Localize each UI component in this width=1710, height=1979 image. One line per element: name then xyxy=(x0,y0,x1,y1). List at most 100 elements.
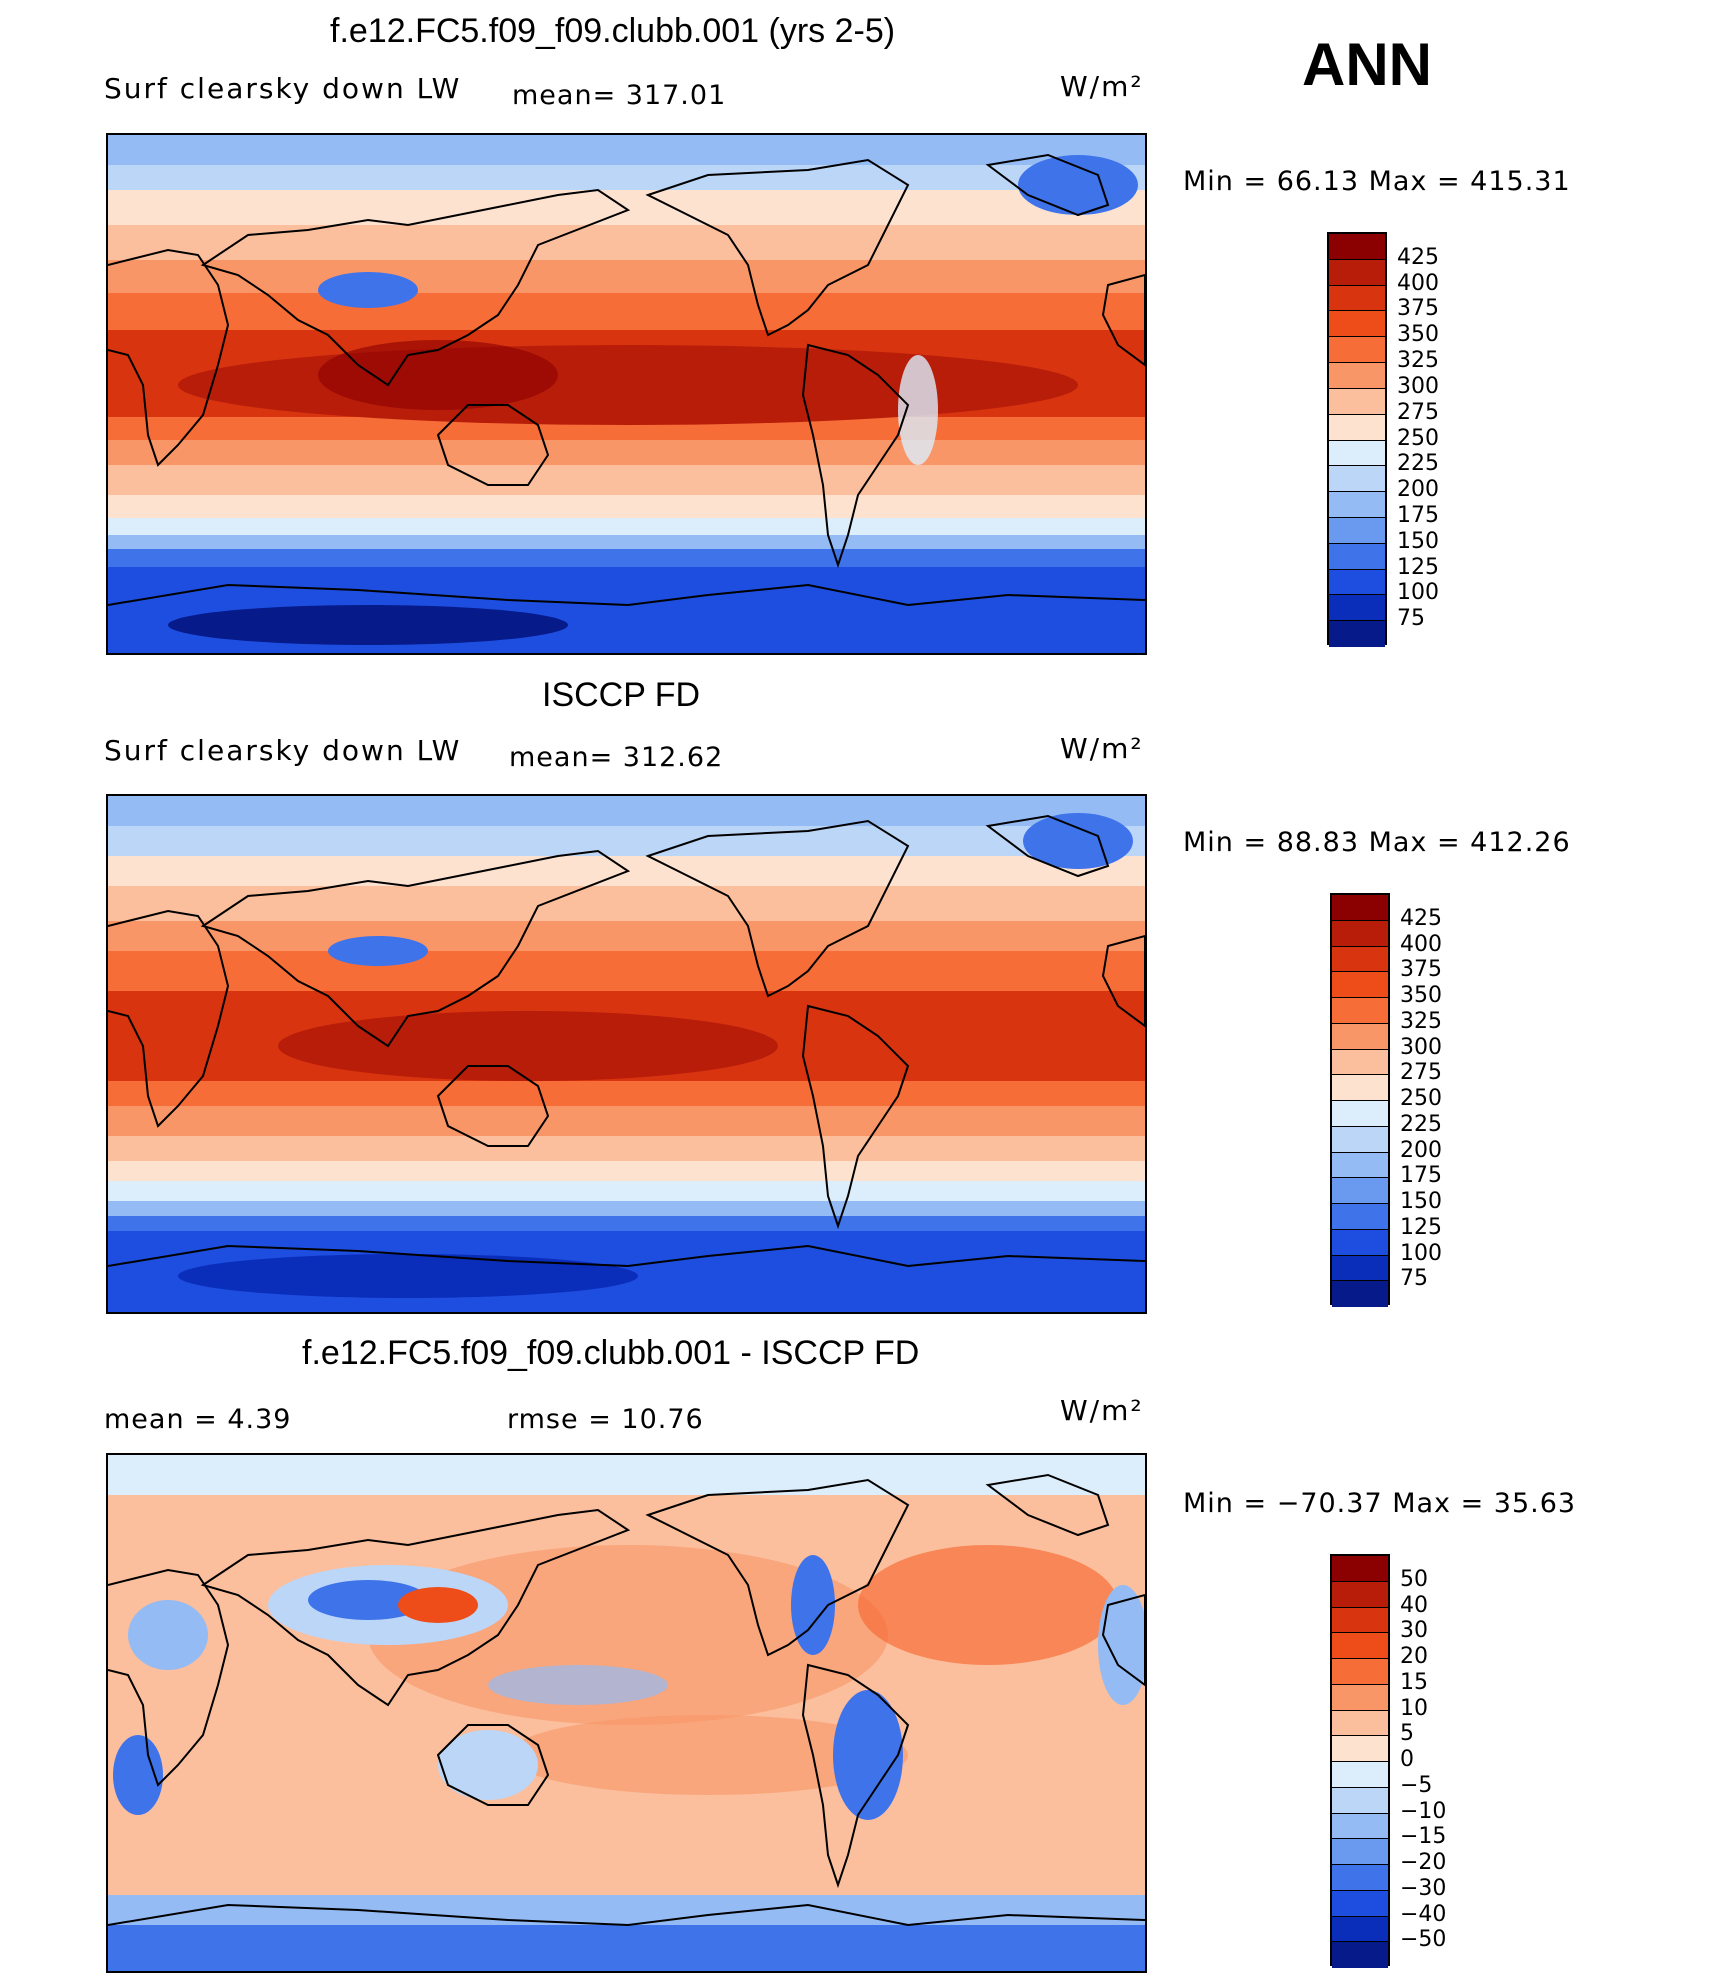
panel-1-map xyxy=(106,133,1147,655)
colorbar-swatch xyxy=(1329,414,1385,441)
colorbar-swatch xyxy=(1332,1736,1388,1762)
colorbar-tick-label: 300 xyxy=(1400,1034,1442,1060)
colorbar-swatch xyxy=(1332,1204,1388,1230)
colorbar-swatch xyxy=(1332,1101,1388,1127)
colorbar-swatch xyxy=(1332,895,1388,921)
colorbar-tick-label: 350 xyxy=(1400,983,1442,1008)
colorbar-swatch xyxy=(1332,1075,1388,1101)
panel-3-mean: mean = 4.39 xyxy=(104,1404,292,1435)
colorbar-swatch xyxy=(1332,1762,1388,1788)
colorbar-tick-label: 15 xyxy=(1400,1669,1428,1695)
colorbar-swatch xyxy=(1329,259,1385,286)
colorbar-tick-label: −15 xyxy=(1400,1824,1447,1850)
panel-3-rmse: rmse = 10.76 xyxy=(507,1404,704,1435)
colorbar-tick-label: 100 xyxy=(1397,580,1439,606)
panel-3-title: f.e12.FC5.f09_f09.clubb.001 - ISCCP FD xyxy=(302,1334,920,1372)
colorbar-tick-label: 325 xyxy=(1400,1008,1442,1034)
colorbar-swatch xyxy=(1332,1556,1388,1582)
colorbar-tick-label: −10 xyxy=(1400,1798,1447,1824)
colorbar-tick-label: 425 xyxy=(1400,905,1442,931)
colorbar-swatch xyxy=(1329,492,1385,518)
colorbar-swatch xyxy=(1329,363,1385,389)
colorbar-swatch xyxy=(1332,1152,1388,1179)
panel-1-units: W/m² xyxy=(1060,70,1144,103)
panel-3-units: W/m² xyxy=(1060,1394,1144,1427)
colorbar-tick-label: 0 xyxy=(1400,1747,1414,1772)
panel-1-title: f.e12.FC5.f09_f09.clubb.001 (yrs 2-5) xyxy=(330,12,896,50)
panel-2-units: W/m² xyxy=(1060,732,1144,765)
panel-2-mean: mean= 312.62 xyxy=(509,742,724,773)
colorbar-tick-label: 125 xyxy=(1397,554,1439,580)
colorbar-tick-label: 100 xyxy=(1400,1240,1442,1266)
colorbar-swatch xyxy=(1332,1659,1388,1685)
colorbar-swatch xyxy=(1332,1710,1388,1737)
colorbar-swatch xyxy=(1332,1607,1388,1634)
colorbar-tick-label: −40 xyxy=(1400,1901,1447,1927)
colorbar-swatch xyxy=(1329,595,1385,622)
colorbar-swatch xyxy=(1332,1865,1388,1891)
panel-1-field-label: Surf clearsky down LW xyxy=(104,72,462,105)
colorbar-tick-label: 125 xyxy=(1400,1214,1442,1240)
colorbar-tick-label: 20 xyxy=(1400,1644,1428,1669)
colorbar-swatch xyxy=(1332,1255,1388,1282)
panel-2-title: ISCCP FD xyxy=(542,676,701,714)
colorbar-tick-label: 200 xyxy=(1397,477,1439,503)
colorbar-tick-label: 275 xyxy=(1400,1060,1442,1086)
panel-3-colorbar xyxy=(1330,1554,1390,1968)
colorbar-tick-label: 250 xyxy=(1397,425,1439,451)
colorbar-swatch xyxy=(1332,946,1388,973)
colorbar-tick-label: 350 xyxy=(1397,322,1439,348)
colorbar-tick-label: 175 xyxy=(1397,502,1439,528)
panel-1-colorbar xyxy=(1327,232,1387,647)
panel-2-colorbar xyxy=(1330,893,1390,1307)
colorbar-swatch xyxy=(1329,621,1385,647)
colorbar-swatch xyxy=(1332,998,1388,1024)
panel-2-field-label: Surf clearsky down LW xyxy=(104,734,462,767)
colorbar-tick-label: 425 xyxy=(1397,244,1439,270)
colorbar-tick-label: 225 xyxy=(1397,451,1439,477)
colorbar-tick-label: 50 xyxy=(1400,1566,1428,1592)
panel-1-minmax: Min = 66.13 Max = 415.31 xyxy=(1183,166,1571,197)
colorbar-swatch xyxy=(1332,920,1388,947)
colorbar-tick-label: 150 xyxy=(1397,528,1439,554)
colorbar-swatch xyxy=(1332,1581,1388,1608)
colorbar-swatch xyxy=(1329,311,1385,338)
colorbar-swatch xyxy=(1332,1178,1388,1204)
colorbar-swatch xyxy=(1332,1787,1388,1814)
colorbar-tick-label: −5 xyxy=(1400,1772,1433,1798)
colorbar-swatch xyxy=(1332,1633,1388,1659)
colorbar-swatch xyxy=(1332,1126,1388,1153)
colorbar-tick-label: 400 xyxy=(1400,931,1442,957)
colorbar-tick-label: 175 xyxy=(1400,1163,1442,1189)
colorbar-tick-label: 325 xyxy=(1397,348,1439,374)
colorbar-tick-label: 375 xyxy=(1400,957,1442,983)
colorbar-tick-label: 250 xyxy=(1400,1086,1442,1111)
panel-1-mean: mean= 317.01 xyxy=(512,80,727,111)
colorbar-swatch xyxy=(1329,517,1385,544)
colorbar-tick-label: 300 xyxy=(1397,373,1439,399)
colorbar-swatch xyxy=(1332,1890,1388,1917)
colorbar-tick-label: −30 xyxy=(1400,1875,1447,1901)
colorbar-tick-label: 375 xyxy=(1397,296,1439,322)
colorbar-swatch xyxy=(1332,1281,1388,1307)
panel-3-map xyxy=(106,1453,1147,1973)
colorbar-swatch xyxy=(1329,440,1385,467)
panel-2-minmax: Min = 88.83 Max = 412.26 xyxy=(1183,827,1571,858)
panel-3-minmax: Min = −70.37 Max = 35.63 xyxy=(1183,1488,1577,1519)
colorbar-swatch xyxy=(1332,1942,1388,1968)
season-label: ANN xyxy=(1302,31,1432,98)
colorbar-swatch xyxy=(1332,972,1388,998)
colorbar-swatch xyxy=(1329,543,1385,570)
colorbar-swatch xyxy=(1329,285,1385,312)
colorbar-tick-label: 225 xyxy=(1400,1111,1442,1137)
colorbar-tick-label: 75 xyxy=(1397,606,1425,632)
colorbar-swatch xyxy=(1332,1839,1388,1865)
colorbar-tick-label: 400 xyxy=(1397,270,1439,296)
colorbar-tick-label: 40 xyxy=(1400,1592,1428,1618)
colorbar-swatch xyxy=(1332,1229,1388,1256)
colorbar-tick-label: −20 xyxy=(1400,1850,1447,1875)
colorbar-tick-label: −50 xyxy=(1400,1927,1447,1953)
colorbar-swatch xyxy=(1332,1916,1388,1943)
colorbar-swatch xyxy=(1332,1684,1388,1711)
colorbar-swatch xyxy=(1332,1049,1388,1076)
